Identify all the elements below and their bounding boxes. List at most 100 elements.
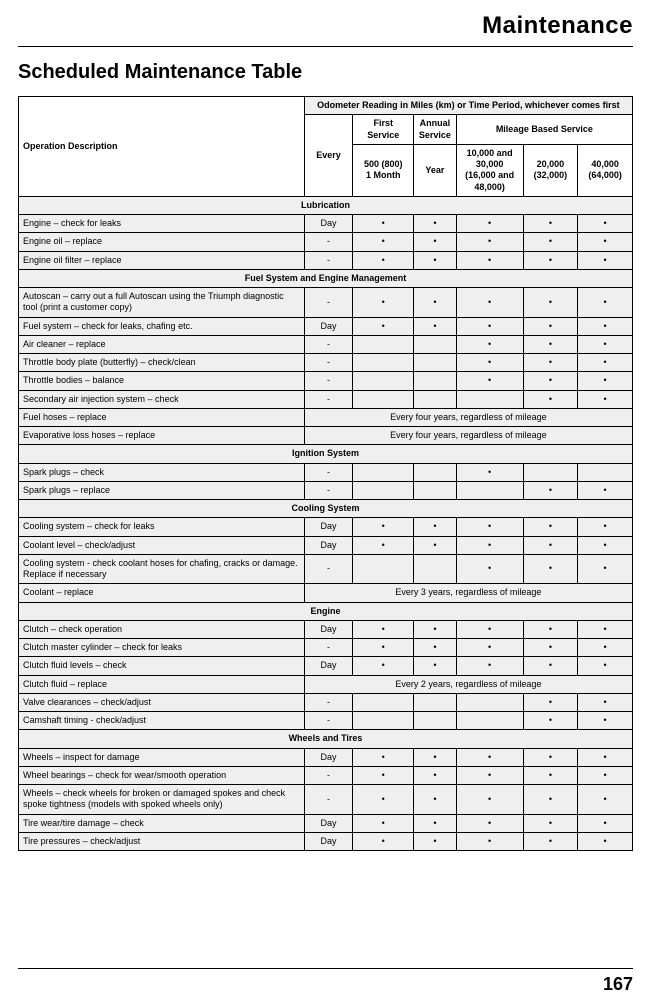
th-every: Every (304, 115, 353, 197)
cell-description: Clutch – check operation (19, 620, 305, 638)
cell-mark: • (523, 288, 578, 318)
th-500: 500 (800) 1 Month (353, 144, 414, 196)
table-row: Throttle body plate (butterfly) – check/… (19, 354, 633, 372)
cell-description: Evaporative loss hoses – replace (19, 427, 305, 445)
cell-every: Day (304, 832, 353, 850)
th-odometer: Odometer Reading in Miles (km) or Time P… (304, 97, 632, 115)
cell-description: Spark plugs – check (19, 463, 305, 481)
table-body: LubricationEngine – check for leaksDay••… (19, 196, 633, 850)
cell-description: Clutch fluid – replace (19, 675, 305, 693)
cell-mark: • (578, 390, 633, 408)
cell-mark: • (353, 748, 414, 766)
table-row: Wheels – check wheels for broken or dama… (19, 785, 633, 815)
cell-mark: • (414, 832, 457, 850)
cell-mark (353, 693, 414, 711)
cell-description: Engine oil – replace (19, 233, 305, 251)
cell-mark (578, 463, 633, 481)
th-year: Year (414, 144, 457, 196)
cell-mark: • (523, 354, 578, 372)
section-header-row: Wheels and Tires (19, 730, 633, 748)
table-row: Engine – check for leaksDay••••• (19, 215, 633, 233)
cell-mark: • (578, 288, 633, 318)
cell-mark: • (578, 335, 633, 353)
cell-mark: • (456, 832, 523, 850)
cell-mark: • (353, 518, 414, 536)
cell-mark: • (523, 766, 578, 784)
table-row: Coolant level – check/adjustDay••••• (19, 536, 633, 554)
cell-mark (414, 390, 457, 408)
cell-mark: • (578, 233, 633, 251)
th-10k-l1: 10,000 and 30,000 (461, 148, 519, 171)
cell-mark: • (353, 832, 414, 850)
cell-mark: • (414, 620, 457, 638)
section-header-row: Lubrication (19, 196, 633, 214)
cell-mark: • (456, 317, 523, 335)
cell-every: Day (304, 536, 353, 554)
cell-mark: • (353, 620, 414, 638)
cell-mark: • (414, 251, 457, 269)
section-header: Maintenance (18, 12, 633, 40)
cell-mark: • (414, 215, 457, 233)
cell-mark: • (414, 785, 457, 815)
cell-mark (353, 712, 414, 730)
cell-mark: • (578, 354, 633, 372)
cell-mark: • (523, 518, 578, 536)
cell-mark (353, 372, 414, 390)
cell-mark (353, 481, 414, 499)
cell-mark: • (353, 814, 414, 832)
cell-every: - (304, 481, 353, 499)
table-row: Throttle bodies – balance-••• (19, 372, 633, 390)
cell-mark (456, 712, 523, 730)
table-row: Spark plugs – replace-•• (19, 481, 633, 499)
table-row: Camshaft timing - check/adjust-•• (19, 712, 633, 730)
cell-mark: • (523, 554, 578, 584)
th-40k-l2: (64,000) (582, 170, 628, 181)
cell-mark: • (353, 251, 414, 269)
cell-mark: • (578, 620, 633, 638)
cell-mark (456, 481, 523, 499)
cell-mark: • (456, 354, 523, 372)
cell-mark: • (578, 639, 633, 657)
th-operation-description: Operation Description (19, 97, 305, 197)
cell-mark: • (578, 554, 633, 584)
cell-mark: • (353, 639, 414, 657)
table-row: Tire pressures – check/adjustDay••••• (19, 832, 633, 850)
cell-mark: • (523, 620, 578, 638)
table-row: Coolant – replaceEvery 3 years, regardle… (19, 584, 633, 602)
cell-mark: • (456, 639, 523, 657)
cell-description: Throttle body plate (butterfly) – check/… (19, 354, 305, 372)
cell-description: Secondary air injection system – check (19, 390, 305, 408)
cell-mark: • (456, 233, 523, 251)
cell-mark: • (578, 518, 633, 536)
cell-every: Day (304, 657, 353, 675)
cell-mark: • (414, 536, 457, 554)
cell-mark: • (578, 317, 633, 335)
cell-every: - (304, 288, 353, 318)
cell-mark: • (523, 748, 578, 766)
th-20k: 20,000 (32,000) (523, 144, 578, 196)
cell-mark: • (353, 785, 414, 815)
cell-mark: • (456, 518, 523, 536)
th-mileage-based: Mileage Based Service (456, 115, 632, 145)
cell-mark (414, 481, 457, 499)
cell-mark: • (414, 639, 457, 657)
table-row: Engine oil filter – replace-••••• (19, 251, 633, 269)
cell-description: Engine oil filter – replace (19, 251, 305, 269)
cell-every: - (304, 463, 353, 481)
page-title: Scheduled Maintenance Table (18, 61, 633, 84)
cell-mark: • (456, 785, 523, 815)
cell-every: - (304, 372, 353, 390)
cell-every: Day (304, 620, 353, 638)
cell-every: - (304, 335, 353, 353)
page: Maintenance Scheduled Maintenance Table … (0, 0, 651, 1001)
cell-description: Wheels – check wheels for broken or dama… (19, 785, 305, 815)
cell-mark: • (414, 518, 457, 536)
cell-mark (456, 390, 523, 408)
cell-mark: • (578, 481, 633, 499)
cell-mark: • (578, 748, 633, 766)
cell-mark: • (578, 832, 633, 850)
cell-mark (353, 554, 414, 584)
cell-span-note: Every four years, regardless of mileage (304, 427, 632, 445)
table-row: Tire wear/tire damage – checkDay••••• (19, 814, 633, 832)
table-row: Fuel system – check for leaks, chafing e… (19, 317, 633, 335)
